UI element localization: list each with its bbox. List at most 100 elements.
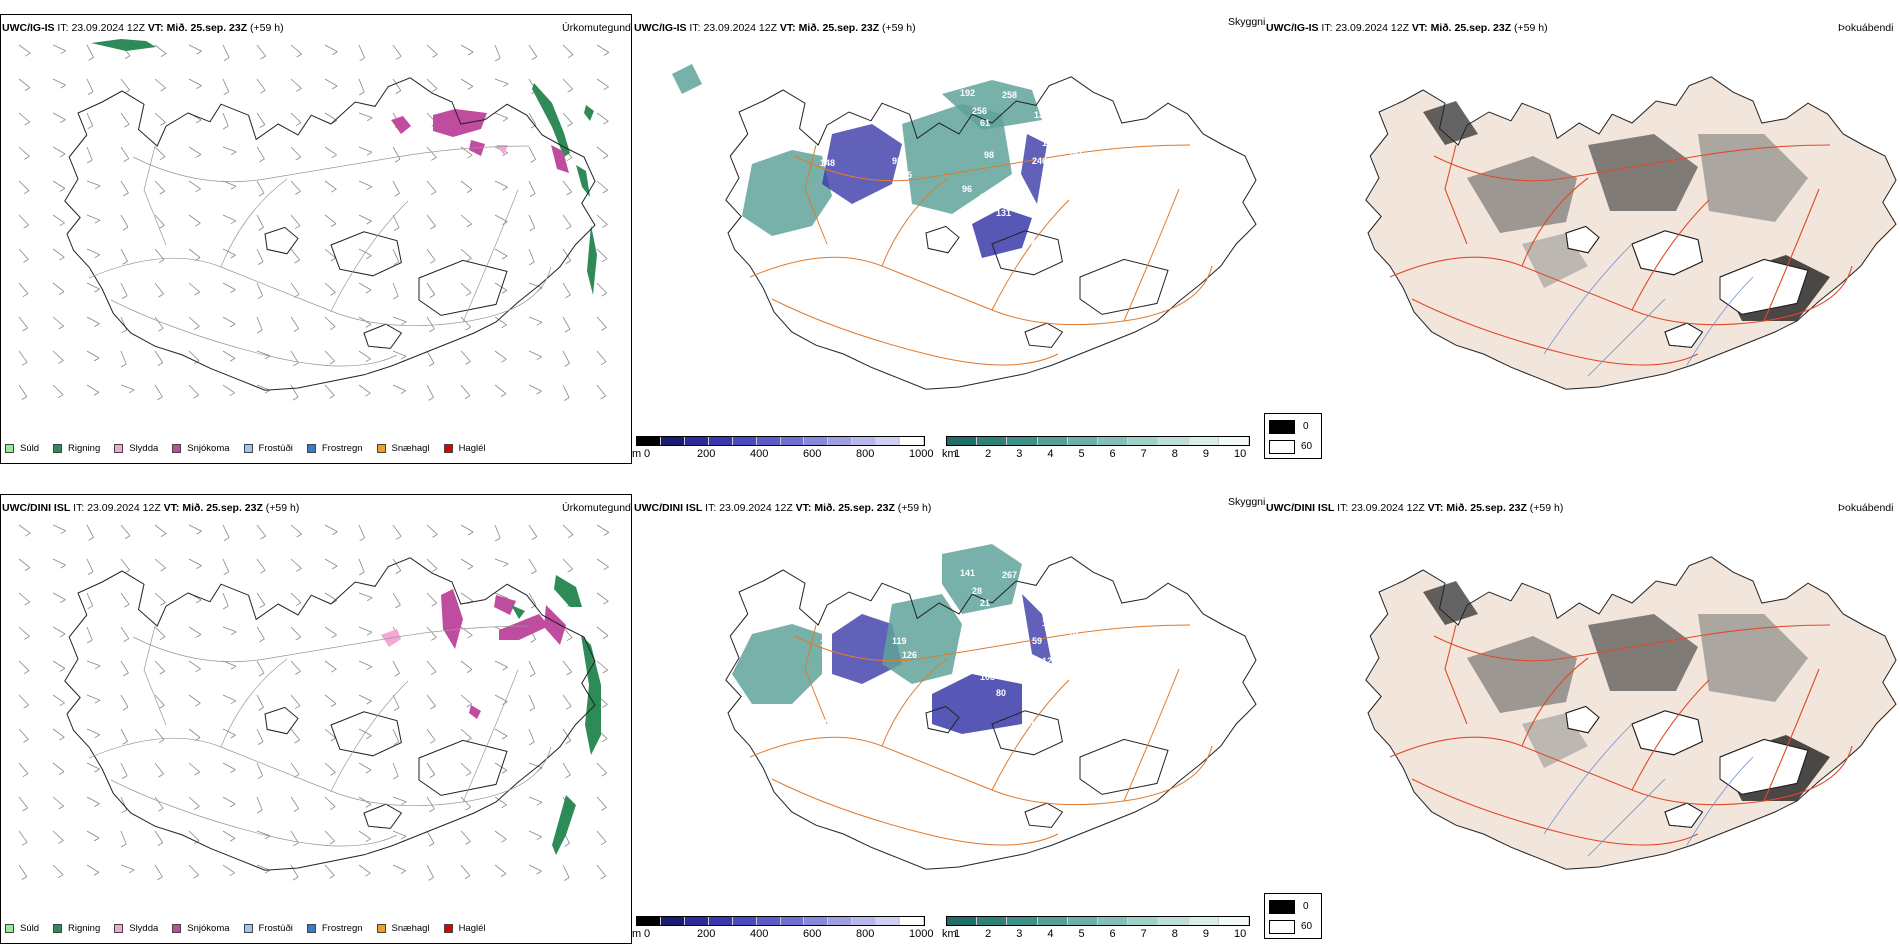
legend-item: Snæhagl	[376, 923, 430, 934]
legend-item: Snæhagl	[376, 443, 430, 454]
legend-item: Frostregn	[306, 443, 363, 454]
precip-value-label: 192	[960, 88, 975, 98]
precip-value-label: 100	[1030, 718, 1045, 728]
legend-swatch	[53, 924, 63, 933]
precip-value-label: 80	[996, 688, 1006, 698]
legend-label: Haglél	[458, 443, 486, 454]
legend-swatch	[114, 444, 124, 453]
scale-tick-label: 600	[803, 928, 822, 940]
precip-value-label: 96	[980, 192, 990, 202]
precip-value-label: 254	[1042, 176, 1057, 186]
fog-land	[1365, 76, 1896, 390]
iceland-outline	[1365, 556, 1897, 870]
precip-value-label: 13	[822, 238, 832, 248]
scale-unit: m	[632, 448, 642, 460]
legend-item: Snjókoma	[172, 443, 230, 454]
roads	[88, 625, 552, 847]
legend-label: Frostregn	[321, 443, 363, 454]
scale-tick-label: 2	[985, 448, 992, 460]
scale-tick-label: 5	[1078, 448, 1085, 460]
scale-tick-label: 1000	[909, 928, 934, 940]
title-fog-2: Þokuábendi	[1838, 502, 1894, 514]
roads	[749, 624, 1213, 846]
precip-value-label: 10	[1068, 628, 1078, 638]
precip-value-label: 131	[996, 208, 1011, 218]
precip-type-panel-2: Súld Rigning Slydda Snjókoma Frostúði Frostre…	[0, 494, 632, 944]
legend-label: Snæhagl	[391, 923, 430, 934]
precip-value-label: 59	[1032, 636, 1042, 646]
precip-value-label: 12	[962, 664, 972, 674]
legend-item: Haglél	[443, 443, 486, 454]
iceland-outline	[725, 76, 1257, 390]
row-2: Súld Rigning Slydda Snjókoma Frostúði Frostre…	[0, 480, 1900, 950]
fog-legend-black	[1269, 420, 1295, 434]
scale-tick-label: 8	[1171, 928, 1178, 940]
header-fog-2: UWC/DINI ISL IT: 23.09.2024 12Z VT: Mið.…	[1266, 502, 1564, 514]
scale-tick-label: 10	[1234, 448, 1247, 460]
visibility-areas	[732, 544, 1052, 734]
precip-value-label: 246	[1032, 156, 1047, 166]
fog-legend-low: 0	[1303, 421, 1309, 432]
precip-value-label: 44	[984, 630, 994, 640]
precip-value-label: 136	[1034, 110, 1049, 120]
legend-swatch	[172, 444, 182, 453]
wind-barbs	[18, 44, 610, 401]
legend-item: Súld	[5, 443, 39, 454]
legend-swatch	[5, 444, 14, 453]
precip-value-label: 46	[962, 246, 972, 256]
scale-unit: km	[942, 448, 957, 460]
legend-label: Súld	[20, 443, 40, 454]
precip-value-label: 256	[972, 106, 987, 116]
header-precip-1: UWC/IG-IS IT: 23.09.2024 12Z VT: Mið. 25…	[2, 22, 284, 34]
scale-tick-label: 3	[1016, 928, 1023, 940]
precip-value-label: 144	[1042, 138, 1057, 148]
legend-label: Slydda	[129, 443, 159, 454]
precip-value-label: 19	[820, 638, 830, 648]
scale-tick-label: 4	[1047, 928, 1054, 940]
wind-barbs	[18, 524, 610, 881]
iceland-outline	[64, 557, 596, 871]
scale-bar	[946, 436, 1250, 446]
fog-legend-black	[1269, 900, 1295, 914]
row-1: Súld Rigning Slydda Snjókoma Frostúði Frostre…	[0, 0, 1900, 470]
scale-bar	[636, 916, 925, 926]
scale-tick-label: 6	[1109, 928, 1116, 940]
precip-value-label: 445	[842, 204, 857, 214]
scale-bar	[946, 916, 1250, 926]
fog-legend-low: 0	[1303, 901, 1309, 912]
scale-tick-label: 800	[856, 928, 875, 940]
fog-panel-2	[1262, 494, 1900, 944]
legend-swatch	[376, 924, 386, 933]
fog-legend-white	[1269, 440, 1295, 454]
precip-value-label: 17	[1034, 590, 1044, 600]
legend-label: Snjókoma	[187, 443, 230, 454]
legend-label: Frostúði	[258, 923, 293, 934]
title-precip-type-1: Úrkomutegund	[562, 22, 631, 34]
legend-swatch	[53, 444, 63, 453]
precip-value-label: 103	[980, 672, 995, 682]
precip-value-label: 126	[902, 650, 917, 660]
fog-legend-1: 0 60	[1264, 413, 1322, 459]
precip-value-label: 75	[902, 170, 912, 180]
precip-areas	[381, 575, 601, 855]
fog-legend-2: 0 60	[1264, 893, 1322, 939]
header-cloud-1: UWC/IG-IS IT: 23.09.2024 12Z VT: Mið. 25…	[634, 22, 916, 34]
precip-value-label: 28	[972, 586, 982, 596]
roads	[1389, 144, 1853, 377]
scale-tick-label: 7	[1140, 448, 1147, 460]
precip-type-map-1	[18, 39, 610, 401]
precip-value-label: 267	[1002, 570, 1017, 580]
scale-tick-label: 400	[750, 928, 769, 940]
precip-value-label: 207	[822, 718, 837, 728]
precip-value-label: 98	[984, 150, 994, 160]
precip-legend-1: Súld Rigning Slydda Snjókoma Frostúði Frostre…	[5, 443, 500, 454]
legend-label: Frostúði	[258, 443, 293, 454]
precip-value-label: 96	[962, 184, 972, 194]
precip-value-label: 61	[980, 118, 990, 128]
scale-tick-label: 10	[1234, 928, 1247, 940]
legend-label: Rigning	[68, 923, 101, 934]
precip-value-label: 161	[1068, 148, 1083, 158]
precip-value-label: 21	[980, 598, 990, 608]
legend-item: Slydda	[114, 443, 158, 454]
